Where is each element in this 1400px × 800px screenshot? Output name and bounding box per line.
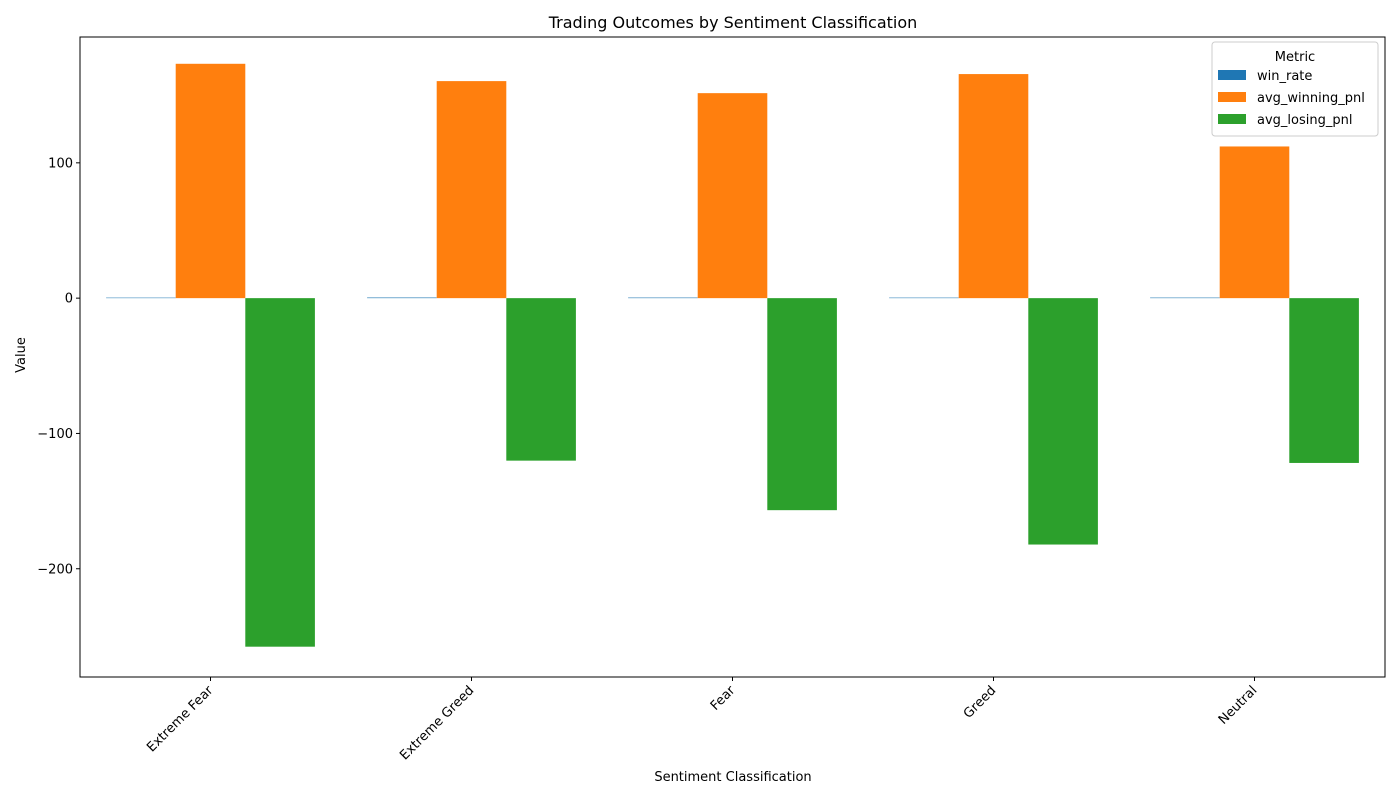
bar-win_rate-2	[628, 297, 698, 299]
legend-box	[1211, 41, 1379, 137]
legend-swatch-avg_losing_pnl	[1218, 114, 1246, 124]
bar-avg_winning_pnl-0	[175, 63, 246, 299]
y-axis-label: Value	[14, 337, 29, 373]
x-tick-label: Neutral	[1216, 683, 1261, 728]
x-tick-label: Greed	[961, 683, 999, 721]
bar-avg_losing_pnl-0	[245, 298, 315, 647]
bar-win_rate-0	[106, 297, 176, 299]
bar-win_rate-3	[889, 297, 959, 299]
x-axis: Extreme Fear Extreme Greed Fear Greed Neutra…	[144, 677, 1260, 763]
y-axis: −200 −100 0 100	[37, 156, 80, 577]
y-tick-label: −100	[37, 427, 73, 442]
x-axis-label: Sentiment Classification	[654, 770, 811, 785]
chart-title: Trading Outcomes by Sentiment Classifica…	[548, 13, 918, 32]
bar-win_rate-4	[1150, 297, 1220, 299]
legend-label-avg_winning_pnl: avg_winning_pnl	[1257, 91, 1365, 106]
bar-avg_losing_pnl-3	[1028, 298, 1098, 545]
y-tick-label: −200	[37, 562, 73, 577]
bar-avg_losing_pnl-4	[1289, 298, 1359, 463]
plot-frame	[79, 36, 1386, 678]
legend-label-avg_losing_pnl: avg_losing_pnl	[1257, 113, 1352, 128]
legend-swatch-avg_winning_pnl	[1218, 92, 1246, 102]
bars-group	[106, 63, 1359, 647]
legend-swatch-win_rate	[1218, 70, 1246, 80]
x-tick-label: Extreme Fear	[144, 683, 217, 756]
legend-title: Metric	[1275, 50, 1315, 65]
x-tick-label: Fear	[708, 683, 739, 714]
bar-avg_winning_pnl-4	[1219, 146, 1290, 299]
x-tick-label: Extreme Greed	[397, 683, 477, 763]
legend: Metric win_rate avg_winning_pnl avg_losing…	[1211, 41, 1379, 137]
bar-avg_winning_pnl-3	[958, 74, 1029, 299]
legend-label-win_rate: win_rate	[1257, 69, 1312, 84]
bar-avg_losing_pnl-1	[506, 298, 576, 461]
bar-win_rate-1	[367, 297, 437, 299]
y-tick-label: 100	[48, 156, 73, 171]
bar-avg_losing_pnl-2	[767, 298, 837, 511]
bar-avg_winning_pnl-1	[436, 81, 507, 299]
y-tick-label: 0	[65, 292, 73, 307]
bar-avg_winning_pnl-2	[697, 93, 768, 299]
